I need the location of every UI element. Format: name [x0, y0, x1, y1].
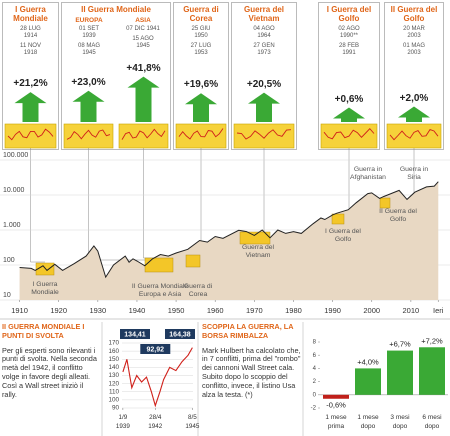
- war-front: ASIA 07 DIC 1941 15 AGO 1945: [116, 17, 170, 60]
- note: SCOPPIA LA GUERRA, LA BORSA RIMBALZA Mark…: [202, 322, 302, 399]
- war-front: EUROPA 01 SET 1939 08 MAG 1945: [62, 17, 116, 60]
- end-date: 28 FEB 1991: [338, 43, 359, 56]
- front-name: EUROPA: [75, 17, 103, 24]
- war-title: Guerra del Vietnam: [243, 5, 284, 23]
- war-fronts: 20 MAR 2003 01 MAG 2003: [385, 26, 443, 60]
- start-date: 28 LUG 1914: [20, 26, 41, 39]
- war-front: 02 AGO 1990** 28 FEB 1991: [319, 26, 379, 60]
- war-panel: I Guerra del Golfo 02 AGO 1990** 28 FEB 19…: [318, 2, 380, 150]
- start-date: 02 AGO 1990**: [338, 26, 360, 39]
- war-title: I Guerra Mondiale: [13, 5, 48, 23]
- war-panel: Guerra di Corea 25 GIU 1950 27 LUG 1953: [173, 2, 229, 150]
- value-label: +23,0%: [71, 76, 106, 88]
- value-label: +20,5%: [246, 78, 282, 90]
- war-fronts: 28 LUG 1914 11 NOV 1918: [3, 26, 58, 60]
- war-fronts: 04 AGO 1964 27 GEN 1973: [232, 26, 296, 60]
- war-fronts: 02 AGO 1990** 28 FEB 1991: [319, 26, 379, 60]
- war-title: II Guerra Mondiale: [81, 5, 151, 14]
- war-front: 20 MAR 2003 01 MAG 2003: [385, 26, 443, 60]
- annotation: Guerra in Afghanistan: [350, 166, 386, 181]
- start-date: 07 DIC 1941: [126, 26, 160, 32]
- end-date: 27 LUG 1953: [190, 43, 212, 56]
- war-title: I Guerra del Golfo: [326, 5, 372, 23]
- annotation: II Guerra Mondiale Europa e Asia: [131, 283, 189, 298]
- end-date: 08 MAG 1945: [77, 43, 100, 56]
- war-title: Guerra di Corea: [183, 5, 219, 23]
- annotation: I Guerra del Golfo: [325, 228, 361, 243]
- note-text: Per gli esperti sono rilevanti i punti d…: [2, 345, 97, 399]
- note-text: Mark Hulbert ha calcolato che, in 7 conf…: [202, 345, 301, 399]
- end-date: 27 GEN 1973: [253, 43, 275, 56]
- annotation: I Guerra Mondiale: [31, 281, 59, 296]
- annotation: Guerra del Vietnam: [241, 244, 275, 259]
- war-panel: I Guerra Mondiale 28 LUG 1914 11 NOV 1918: [2, 2, 59, 150]
- value-label: +2,0%: [399, 92, 429, 104]
- war-panel: II Guerra del Golfo 20 MAR 2003 01 MAG 200…: [384, 2, 444, 150]
- front-name: ASIA: [135, 17, 151, 24]
- value-label: +21,2%: [13, 78, 48, 90]
- start-date: 01 SET 1939: [78, 26, 99, 39]
- value-label: +19,6%: [183, 79, 219, 91]
- war-fronts: EUROPA 01 SET 1939 08 MAG 1945 ASIA 07 DIC 1…: [62, 17, 170, 60]
- annotation: II Guerra del Golfo: [379, 208, 417, 223]
- annotation: Guerra di Corea: [183, 283, 213, 298]
- note-title: SCOPPIA LA GUERRA, LA BORSA RIMBALZA: [202, 322, 294, 340]
- end-date: 11 NOV 1918: [20, 43, 41, 56]
- value-label: +0,6%: [334, 93, 364, 105]
- value-label: +41,8%: [126, 62, 161, 74]
- start-date: 25 GIU 1950: [191, 26, 211, 39]
- war-front: 28 LUG 1914 11 NOV 1918: [3, 26, 58, 60]
- end-date: 01 MAG 2003: [402, 43, 425, 56]
- war-title: II Guerra del Golfo: [390, 5, 438, 23]
- note-title: II GUERRA MONDIALE I PUNTI DI SVOLTA: [2, 322, 85, 340]
- war-front: 04 AGO 1964 27 GEN 1973: [232, 26, 296, 60]
- war-fronts: 25 GIU 1950 27 LUG 1953: [174, 26, 228, 60]
- war-panel: Guerra del Vietnam 04 AGO 1964 27 GEN 1973: [231, 2, 297, 150]
- war-front: 25 GIU 1950 27 LUG 1953: [174, 26, 228, 60]
- note: II GUERRA MONDIALE I PUNTI DI SVOLTA Per …: [2, 322, 100, 399]
- start-date: 20 MAR 2003: [403, 26, 425, 39]
- annotation: Guerra in Siria: [399, 166, 429, 181]
- end-date: 15 AGO 1945: [132, 36, 154, 49]
- start-date: 04 AGO 1964: [253, 26, 275, 39]
